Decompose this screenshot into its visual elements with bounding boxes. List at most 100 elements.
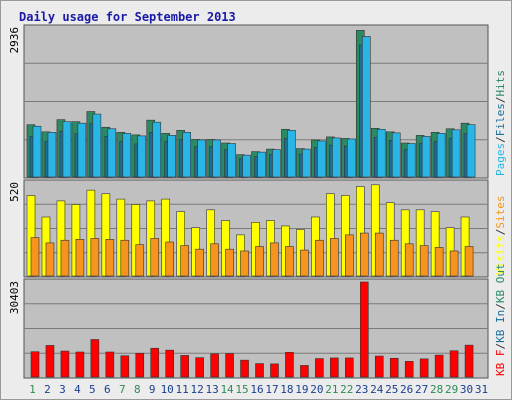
bar-sites-day-6	[105, 239, 115, 277]
bar-hits-day-8	[137, 135, 147, 178]
bar-sites-day-4	[75, 239, 85, 277]
x-tick-label-day-13: 13	[205, 383, 218, 396]
bar-hits-day-24	[376, 128, 386, 178]
bar-sites-day-16	[255, 246, 264, 277]
bar-kbout-day-28	[434, 354, 444, 378]
bar-kbout-day-29	[449, 350, 459, 378]
bar-kbout-day-8	[135, 352, 145, 378]
panel-3-max-label: 30403	[8, 281, 21, 314]
x-tick-label-day-8: 8	[134, 383, 141, 396]
bar-kbout-day-24	[374, 355, 384, 378]
x-tick-label-day-25: 25	[385, 383, 398, 396]
bar-sites-day-22	[345, 234, 354, 277]
x-tick-label-day-28: 28	[430, 383, 443, 396]
bar-hits-day-3	[62, 121, 72, 178]
legend-separator: /	[494, 229, 507, 236]
bar-hits-day-25	[391, 132, 401, 178]
bar-kbout-day-3	[60, 350, 70, 378]
x-tick-label-day-3: 3	[59, 383, 66, 396]
legend-separator: /	[494, 136, 507, 143]
bar-sites-day-10	[165, 241, 175, 277]
bar-kbout-day-2	[45, 345, 55, 378]
bar-sites-day-28	[434, 247, 444, 277]
bar-kbout-day-19	[300, 365, 309, 378]
bar-kbout-day-17	[270, 363, 279, 378]
x-tick-label-day-20: 20	[310, 383, 323, 396]
bar-sites-day-27	[419, 245, 429, 277]
bar-sites-day-7	[120, 239, 130, 277]
bar-sites-day-1	[30, 237, 40, 277]
x-tick-label-day-12: 12	[191, 383, 204, 396]
bar-sites-day-11	[180, 245, 189, 277]
bar-sites-day-17	[270, 242, 279, 277]
bar-hits-day-20	[317, 140, 326, 178]
x-tick-label-day-15: 15	[235, 383, 248, 396]
bar-kbout-day-27	[419, 358, 429, 378]
bar-kbout-day-9	[150, 347, 160, 378]
bar-kbout-day-18	[285, 352, 294, 378]
x-tick-label-day-18: 18	[280, 383, 293, 396]
bar-sites-day-26	[404, 243, 414, 277]
bar-sites-day-12	[195, 248, 204, 277]
bar-hits-day-7	[122, 133, 132, 178]
bar-sites-day-14	[225, 248, 234, 277]
legend-entry: KB Out	[494, 263, 507, 303]
bar-sites-day-13	[210, 243, 219, 277]
bar-sites-day-18	[285, 246, 294, 277]
legend-entry: Hits	[494, 70, 507, 97]
bar-kbout-day-13	[210, 353, 219, 378]
x-tick-label-day-7: 7	[119, 383, 126, 396]
x-tick-label-day-24: 24	[370, 383, 384, 396]
bar-sites-day-25	[389, 239, 399, 277]
bar-kbout-day-1	[30, 351, 40, 378]
bar-kbout-day-20	[315, 358, 324, 378]
bar-kbout-day-21	[330, 357, 339, 378]
bar-hits-day-11	[182, 132, 191, 178]
bar-sites-day-24	[374, 232, 384, 277]
bar-kbout-day-22	[345, 357, 354, 378]
panel-3-legend: KB F/KB In/KB Out	[494, 263, 507, 376]
panel-1-max-label: 2936	[8, 27, 21, 54]
bar-sites-day-21	[330, 238, 339, 277]
x-tick-label-day-16: 16	[250, 383, 263, 396]
x-tick-label-day-1: 1	[29, 383, 36, 396]
bar-sites-day-5	[90, 238, 100, 277]
bar-sites-day-23	[359, 232, 369, 277]
bar-kbout-day-6	[105, 351, 115, 378]
bar-kbout-day-16	[255, 363, 264, 378]
x-tick-label-day-6: 6	[104, 383, 111, 396]
bar-hits-day-15	[242, 154, 251, 178]
legend-separator: /	[494, 343, 507, 350]
bar-kbout-day-15	[240, 359, 249, 378]
legend-separator: /	[494, 303, 507, 310]
x-tick-label-day-22: 22	[340, 383, 353, 396]
bar-sites-day-9	[150, 238, 160, 277]
bar-kbout-day-5	[90, 339, 100, 378]
bar-kbout-day-10	[165, 349, 175, 378]
x-tick-label-day-30: 30	[460, 383, 473, 396]
bar-kbout-day-7	[120, 355, 130, 378]
bar-hits-day-29	[451, 129, 461, 178]
legend-separator: /	[494, 97, 507, 104]
bar-hits-day-23	[361, 36, 371, 178]
panel-2-legend: Visits/Sites	[494, 196, 507, 276]
x-tick-label-day-10: 10	[161, 383, 174, 396]
x-tick-label-day-5: 5	[89, 383, 96, 396]
bar-hits-day-1	[32, 125, 42, 178]
bar-sites-day-15	[240, 250, 249, 277]
legend-entry: Visits	[494, 235, 507, 275]
bar-kbout-day-23	[359, 281, 369, 378]
bar-kbout-day-4	[75, 351, 85, 378]
bar-hits-day-14	[227, 143, 236, 178]
panel-2-max-label: 520	[8, 182, 21, 202]
x-tick-label-day-2: 2	[44, 383, 51, 396]
bar-sites-day-8	[135, 244, 145, 277]
bar-sites-day-2	[45, 242, 55, 277]
bar-hits-day-9	[152, 121, 162, 178]
bar-hits-day-21	[332, 137, 341, 178]
bar-kbout-day-30	[464, 344, 474, 378]
x-tick-label-day-4: 4	[74, 383, 81, 396]
x-tick-label-day-14: 14	[220, 383, 234, 396]
bar-hits-day-18	[287, 130, 296, 178]
bar-hits-day-2	[47, 132, 57, 178]
